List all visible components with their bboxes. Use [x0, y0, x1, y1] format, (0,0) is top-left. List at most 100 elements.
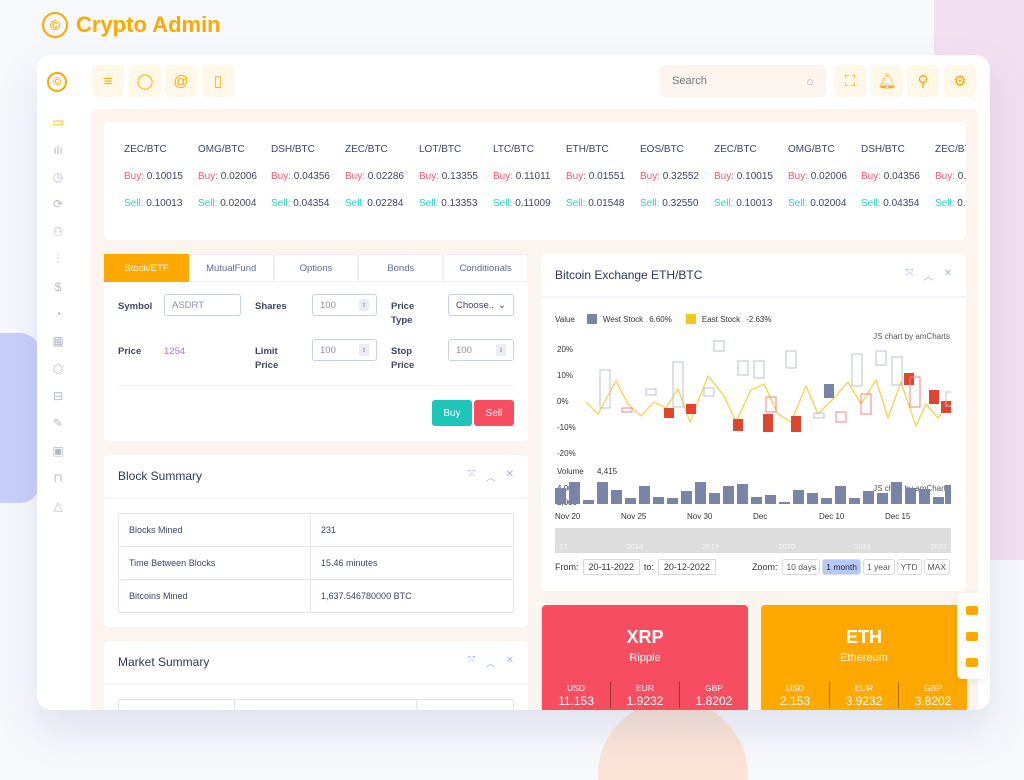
price-value: 1254: [164, 346, 186, 357]
search-input[interactable]: [672, 75, 782, 87]
topbar: ≡ ◯ @ ▯ ○ ⛶ 🔔︎ ⚲ ⚙: [92, 65, 980, 101]
ticker-item: LOT/BTC Buy: 0.13355 Sell: 0.13353: [419, 144, 478, 209]
monitor-icon[interactable]: ▭: [52, 115, 64, 130]
gear-icon[interactable]: ⚙: [944, 65, 976, 97]
ticker-item: EOS/BTC Buy: 0.32552 Sell: 0.32550: [640, 144, 699, 209]
collapse-icon[interactable]: ︿: [923, 271, 934, 283]
tab-conditionals[interactable]: Conditionals: [443, 254, 528, 282]
box-icon[interactable]: ⬡: [52, 361, 64, 376]
ticker-item: DSH/BTC Buy: 0.04356 Sell: 0.04354: [861, 144, 920, 209]
chart-legend: Value West Stock 6.60% East Stock -2.63%: [555, 314, 772, 324]
exchange-chart-card: Bitcoin Exchange ETH/BTC ⤧ ︿ ✕ Value West …: [541, 254, 966, 591]
market-summary-table: [118, 699, 514, 710]
at-icon[interactable]: @: [165, 65, 197, 97]
sliders-icon[interactable]: ⫶: [56, 251, 60, 266]
sidebar-logo-icon[interactable]: ©: [47, 72, 67, 92]
market-summary-card: Market Summary ⤧ ︿ ✕: [104, 641, 528, 710]
warning-icon[interactable]: △: [53, 498, 63, 513]
chat-icon[interactable]: ◯: [129, 65, 161, 97]
brand-name: Crypto Admin: [76, 12, 221, 37]
grid-icon[interactable]: ▦: [52, 334, 64, 349]
fullscreen-icon[interactable]: ⛶: [834, 65, 866, 97]
gallery-icon[interactable]: [966, 657, 978, 667]
to-date-input[interactable]: 20-12-2022: [657, 559, 716, 575]
expand-icon[interactable]: ⤧: [467, 654, 476, 666]
inbox-icon[interactable]: ⊟: [52, 389, 64, 404]
stop-price-label: Stop Price: [391, 346, 415, 371]
ticker-card: ZEC/BTC Buy: 0.10015 Sell: 0.10013 OMG/BTC…: [104, 122, 966, 240]
range-scrollbar[interactable]: 17 2018 2019 2020 2021 2022: [555, 528, 951, 553]
main-content: ZEC/BTC Buy: 0.10015 Sell: 0.10013 OMG/BTC…: [91, 109, 978, 710]
sidebar-nav: ▭ ılı ◷ ⟳ ⚇ ⫶ $ ◔ ▦ ⬡ ⊟ ✎ ▣ ⊓ △: [50, 113, 66, 515]
collapse-icon[interactable]: ︿: [485, 658, 496, 670]
divider: [118, 385, 514, 386]
sell-button[interactable]: Sell: [474, 400, 514, 426]
image-icon[interactable]: [966, 631, 978, 641]
lock-icon[interactable]: ⊓: [53, 471, 63, 486]
cast-icon[interactable]: ▣: [52, 443, 64, 458]
table-row: Bitcoins Mined 1,637.546780000 BTC: [118, 579, 514, 613]
search-box: ○: [660, 65, 826, 97]
refresh-icon[interactable]: ⟳: [52, 197, 64, 212]
users-icon[interactable]: ⚇: [52, 224, 64, 239]
expand-icon[interactable]: ⤧: [467, 468, 476, 480]
shares-stepper[interactable]: 100 ⇕: [312, 294, 377, 316]
clipboard-icon[interactable]: ▯: [202, 65, 234, 97]
price-type-select[interactable]: Choose.. ⌄: [448, 294, 514, 316]
close-icon[interactable]: ✕: [505, 654, 514, 666]
buy-button[interactable]: Buy: [432, 400, 472, 426]
panel-title: Block Summary: [118, 469, 203, 483]
zoom-1-year[interactable]: 1 year: [862, 559, 895, 575]
symbol-label: Symbol: [118, 301, 153, 312]
block-summary-card: Block Summary ⤧ ︿ ✕ Blocks Mined 231 Time B…: [104, 455, 528, 627]
stop-price-stepper[interactable]: 100 ⇕: [448, 339, 514, 361]
edit-icon[interactable]: ✎: [52, 416, 64, 431]
tab-mutualfund[interactable]: MutualFund: [188, 254, 274, 282]
expand-icon[interactable]: ⤧: [905, 267, 914, 279]
tab-options[interactable]: Options: [273, 254, 359, 282]
shares-label: Shares: [255, 301, 287, 312]
trade-tabs: Stock/ETF MutualFund Options Bonds Condi…: [104, 254, 528, 282]
zoom-ytd[interactable]: YTD: [896, 559, 922, 575]
tab-stock-etf[interactable]: Stock/ETF: [104, 254, 189, 282]
block-summary-table: Blocks Mined 231 Time Between Blocks 15.46…: [118, 513, 514, 613]
background-shape-blue: [0, 333, 40, 503]
brand-header: © Crypto Admin: [42, 12, 221, 38]
copyright-logo-icon: ©: [42, 12, 68, 38]
x-axis: Nov 20 Nov 25 Nov 30 Dec Dec 10 Dec 15: [555, 512, 911, 521]
zoom-1-month[interactable]: 1 month: [822, 559, 861, 575]
stepper-icon: ⇕: [359, 344, 369, 356]
background-shape-peach: [598, 700, 748, 780]
pie-icon[interactable]: ◔: [54, 306, 62, 321]
date-range: From: 20-11-2022 to: 20-12-2022: [555, 559, 716, 575]
tab-bonds[interactable]: Bonds: [358, 254, 444, 282]
close-icon[interactable]: ✕: [943, 267, 952, 279]
symbol-input[interactable]: ASDRT: [164, 294, 241, 316]
close-icon[interactable]: ✕: [505, 468, 514, 480]
zoom-controls: Zoom: 10 days 1 month 1 year YTD MAX: [752, 559, 950, 575]
sidebar: © ▭ ılı ◷ ⟳ ⚇ ⫶ $ ◔ ▦ ⬡ ⊟ ✎ ▣ ⊓ △: [37, 55, 87, 710]
bar-chart-icon[interactable]: ılı: [53, 142, 63, 157]
camera-icon[interactable]: [966, 605, 978, 615]
collapse-icon[interactable]: ︿: [485, 472, 496, 484]
dollar-icon[interactable]: $: [54, 279, 62, 294]
ticker-item: OMG/BTC Buy: 0.02006 Sell: 0.02004: [198, 144, 257, 209]
ticker-item: OMG/BTC Buy: 0.02006 Sell: 0.02004: [788, 144, 847, 209]
limit-price-stepper[interactable]: 100 ⇕: [312, 339, 377, 361]
coin-card-eth[interactable]: ETH Ethereum USD 2.153 EUR 3.9232 GBP 3.8202: [761, 605, 967, 710]
chart-credit: JS chart by amCharts: [873, 332, 950, 341]
volume-chart: [555, 482, 951, 504]
app-window: © ▭ ılı ◷ ⟳ ⚇ ⫶ $ ◔ ▦ ⬡ ⊟ ✎ ▣ ⊓ △ ≡ ◯ @ …: [37, 55, 990, 710]
from-date-input[interactable]: 20-11-2022: [582, 559, 640, 575]
search-icon[interactable]: ○: [806, 73, 814, 89]
user-icon[interactable]: ⚲: [907, 65, 939, 97]
coin-card-xrp[interactable]: XRP Ripple USD 11.153 EUR 1.9232 GBP 1.8202: [542, 605, 748, 710]
zoom-10-days[interactable]: 10 days: [782, 559, 821, 575]
menu-icon[interactable]: ≡: [92, 65, 124, 97]
zoom-max[interactable]: MAX: [923, 559, 950, 575]
bell-icon[interactable]: 🔔︎: [871, 65, 903, 97]
panel-title: Bitcoin Exchange ETH/BTC: [555, 268, 703, 282]
clock-icon[interactable]: ◷: [52, 169, 64, 184]
stepper-icon: ⇕: [496, 344, 506, 356]
